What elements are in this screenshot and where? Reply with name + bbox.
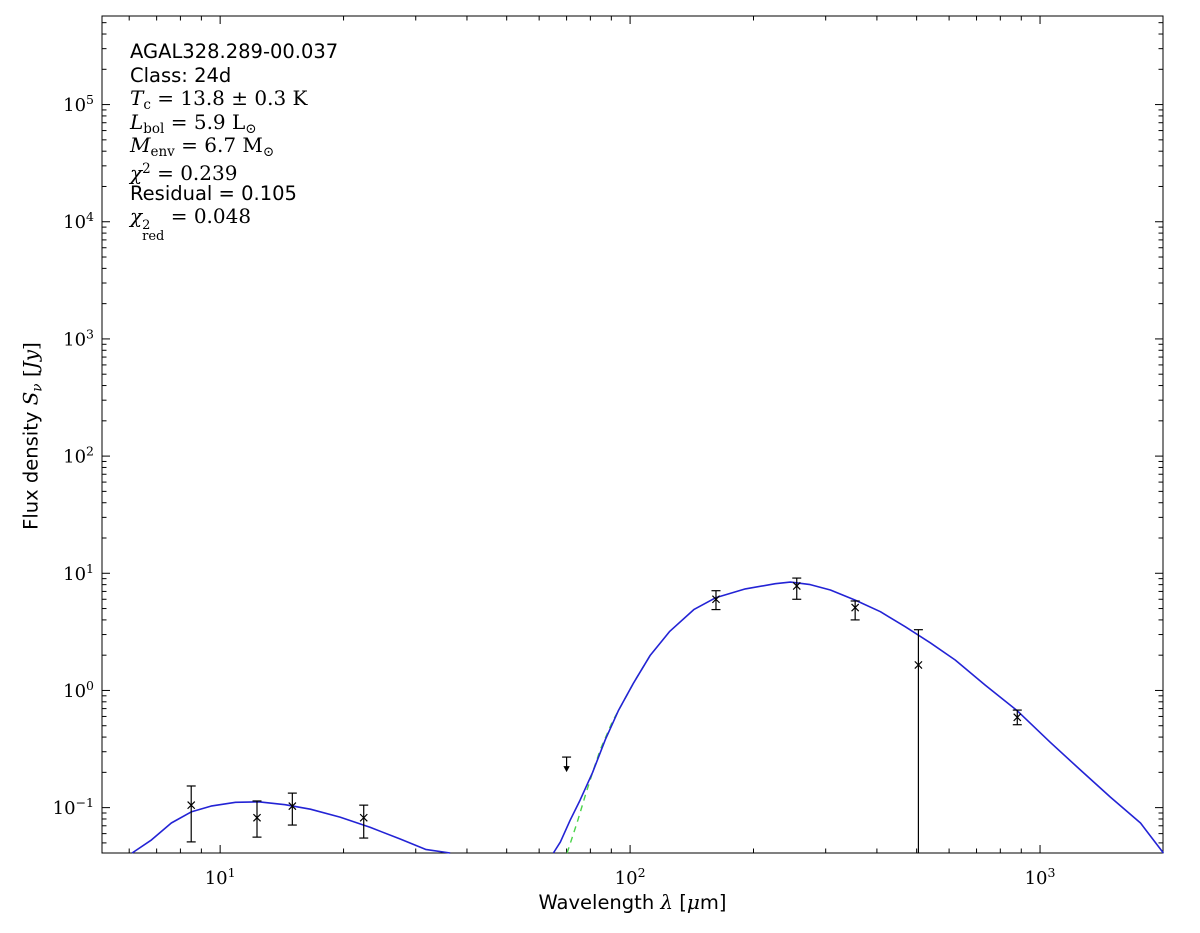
y-tick-label: 104 [63,209,94,233]
annotation-line: Lbol = 5.9 L⊙ [130,109,257,137]
x-marker [914,660,923,669]
plot-frame [101,15,1164,854]
x-marker [851,603,860,612]
data-point [850,600,860,621]
x-tick-label: 101 [205,865,236,889]
superscript-subscript: 2 red [142,218,165,245]
y-tick-label: 101 [63,561,94,585]
data-point [1012,709,1022,726]
model-curve-cold [552,581,1165,854]
data-points [186,577,1022,853]
upper-limit-marker [562,756,572,773]
y-tick-label: 10−1 [53,795,94,819]
x-marker [252,813,262,822]
x-axis-label: Wavelength λ [μm] [538,890,727,914]
data-point [792,577,802,600]
model-curve-warm [131,801,451,854]
data-point [359,804,369,839]
y-tick-label: 105 [63,92,94,116]
annotation-box: AGAL328.289-00.037 Class: 24d Tc = 13.8 ± … [130,40,339,245]
secondary-model-curve [566,654,651,854]
x-tick-label: 103 [1025,865,1056,889]
data-point [711,590,721,611]
annotation-line: Residual = 0.105 [130,181,297,205]
y-tick-label: 103 [63,326,94,350]
data-point [252,800,262,838]
x-marker [288,802,297,811]
annotation-line: AGAL328.289-00.037 [130,40,339,63]
y-tick-label: 100 [63,678,94,702]
x-marker [1013,713,1022,722]
x-marker [187,801,196,810]
x-marker [711,595,721,604]
x-tick-label: 102 [615,865,646,889]
data-point [186,785,196,843]
annotation-line: χ2 = 0.239 [130,160,238,185]
axis-ticks [102,16,1163,853]
annotation-line: Tc = 13.8 ± 0.3 K [130,86,308,114]
data-point [913,629,923,853]
annotation-line: χ 2 red = 0.048 [130,204,252,245]
x-marker [792,581,801,590]
y-tick-label: 102 [63,444,94,468]
annotation-line: Menv = 6.7 M⊙ [130,133,275,161]
annotation-line: Class: 24d [130,63,232,87]
x-marker [359,813,368,822]
data-point [287,792,297,826]
